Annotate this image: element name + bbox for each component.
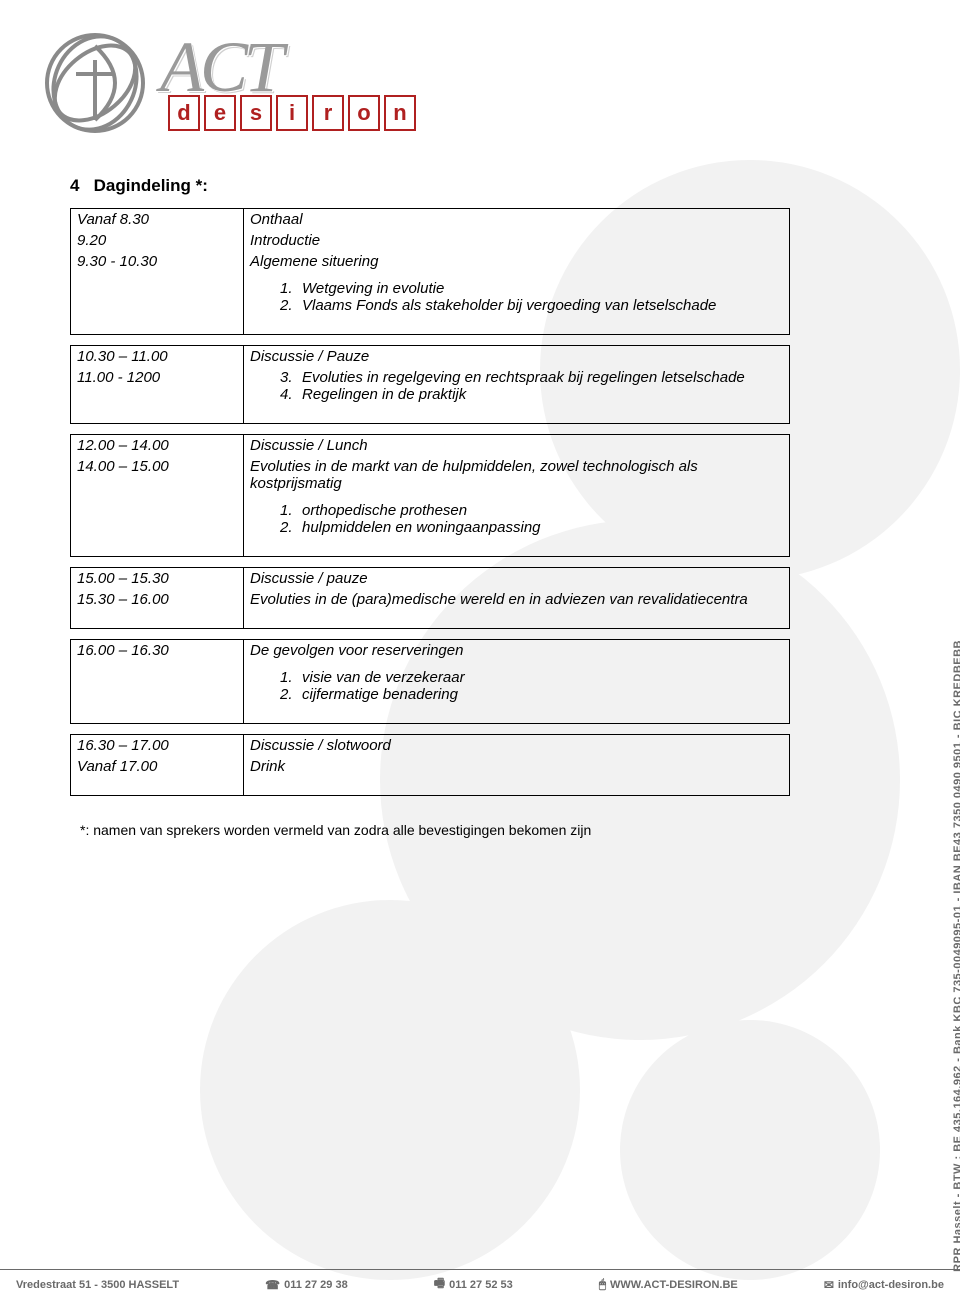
section-heading: 4 Dagindeling *: (70, 176, 870, 196)
table-row: 14.00 – 15.00 Evoluties in de markt van … (71, 456, 790, 557)
time-cell: 14.00 – 15.00 (71, 456, 244, 557)
time-cell: 16.30 – 17.00 (71, 735, 244, 757)
table-row: 9.30 - 10.30 Algemene situering 1.Wetgev… (71, 251, 790, 335)
table-row: 11.00 - 1200 3.Evoluties in regelgeving … (71, 367, 790, 424)
schedule-table: 10.30 – 11.00 Discussie / Pauze 11.00 - … (70, 345, 790, 424)
time-cell: Vanaf 8.30 (71, 209, 244, 231)
logo-letter: n (384, 95, 416, 131)
logo-letter: s (240, 95, 272, 131)
desc-cell: Onthaal (244, 209, 790, 231)
logo-act-text: ACT (160, 35, 416, 100)
footer-email: ✉ info@act-desiron.be (824, 1278, 944, 1292)
table-row: 16.30 – 17.00 Discussie / slotwoord (71, 735, 790, 757)
table-row: 12.00 – 14.00 Discussie / Lunch (71, 435, 790, 457)
footer-bar: Vredestraat 51 - 3500 HASSELT ☎ 011 27 2… (0, 1269, 960, 1295)
schedule-table: 15.00 – 15.30 Discussie / pauze 15.30 – … (70, 567, 790, 629)
table-row: 15.30 – 16.00 Evoluties in de (para)medi… (71, 589, 790, 629)
logo-letter: e (204, 95, 236, 131)
footer-phone: ☎ 011 27 29 38 (265, 1278, 348, 1292)
logo: ACT d e s i r o n (40, 18, 870, 148)
desc-cell: Evoluties in de (para)medische wereld en… (244, 589, 790, 629)
desc-cell: Algemene situering 1.Wetgeving in evolut… (244, 251, 790, 335)
fax-icon: 🖷 (434, 1274, 445, 1295)
desc-cell: Evoluties in de markt van de hulpmiddele… (244, 456, 790, 557)
desc-cell: De gevolgen voor reserveringen 1.visie v… (244, 640, 790, 724)
table-row: 15.00 – 15.30 Discussie / pauze (71, 568, 790, 590)
logo-spiral-icon (40, 28, 150, 138)
time-cell: 9.20 (71, 230, 244, 251)
mail-icon: ✉ (824, 1278, 834, 1292)
logo-letter: o (348, 95, 380, 131)
logo-desiron-text: d e s i r o n (168, 95, 416, 131)
table-row: 16.00 – 16.30 De gevolgen voor reserveri… (71, 640, 790, 724)
schedule-table: 12.00 – 14.00 Discussie / Lunch 14.00 – … (70, 434, 790, 557)
schedule-table: Vanaf 8.30 Onthaal 9.20 Introductie 9.30… (70, 208, 790, 335)
table-row: Vanaf 8.30 Onthaal (71, 209, 790, 231)
footer-fax: 🖷 011 27 52 53 (434, 1274, 513, 1295)
time-cell: 9.30 - 10.30 (71, 251, 244, 335)
time-cell: 11.00 - 1200 (71, 367, 244, 424)
desc-cell: Discussie / Pauze (244, 346, 790, 368)
schedule-table: 16.30 – 17.00 Discussie / slotwoord Vana… (70, 734, 790, 796)
footer-address: Vredestraat 51 - 3500 HASSELT (16, 1279, 179, 1291)
desc-cell: Discussie / Lunch (244, 435, 790, 457)
time-cell: 16.00 – 16.30 (71, 640, 244, 724)
time-cell: 15.30 – 16.00 (71, 589, 244, 629)
desc-cell: Discussie / pauze (244, 568, 790, 590)
desc-cell: 3.Evoluties in regelgeving en rechtspraa… (244, 367, 790, 424)
time-cell: 10.30 – 11.00 (71, 346, 244, 368)
table-row: 9.20 Introductie (71, 230, 790, 251)
logo-letter: d (168, 95, 200, 131)
time-cell: 15.00 – 15.30 (71, 568, 244, 590)
table-row: Vanaf 17.00 Drink (71, 756, 790, 796)
side-legal-text: RPR Hasselt - BTW : BE 435.164.962 - Ban… (952, 640, 960, 1272)
footnote: *: namen van sprekers worden vermeld van… (80, 822, 870, 838)
desc-cell: Drink (244, 756, 790, 796)
table-row: 10.30 – 11.00 Discussie / Pauze (71, 346, 790, 368)
footer-web: 🖱WWW.ACT-DESIRON.BE (599, 1277, 738, 1292)
desc-cell: Discussie / slotwoord (244, 735, 790, 757)
logo-letter: r (312, 95, 344, 131)
logo-letter: i (276, 95, 308, 131)
time-cell: Vanaf 17.00 (71, 756, 244, 796)
schedule-table: 16.00 – 16.30 De gevolgen voor reserveri… (70, 639, 790, 724)
phone-icon: ☎ (265, 1278, 280, 1292)
desc-cell: Introductie (244, 230, 790, 251)
mouse-icon: 🖱 (599, 1277, 606, 1292)
time-cell: 12.00 – 14.00 (71, 435, 244, 457)
